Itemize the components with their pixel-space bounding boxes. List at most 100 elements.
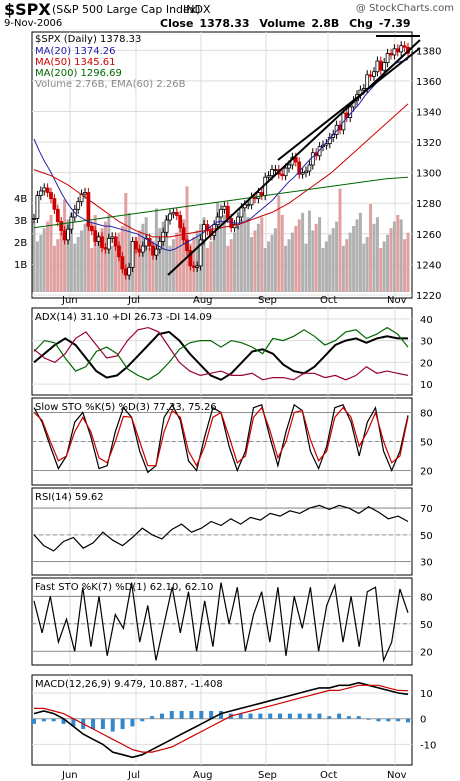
price-candle-body bbox=[195, 265, 200, 268]
volume-bar bbox=[63, 199, 67, 292]
legend-entry: MA(200) 1296.69 bbox=[35, 68, 122, 79]
price-candle-body bbox=[399, 45, 404, 53]
price-candle-body bbox=[365, 74, 370, 89]
volume-bar bbox=[280, 215, 284, 292]
price-candle-body bbox=[402, 45, 407, 48]
volume-bar bbox=[301, 212, 305, 292]
x-tick-label: Jul bbox=[127, 295, 140, 306]
volume-bar bbox=[379, 248, 383, 292]
volume-bar bbox=[158, 228, 162, 292]
volume-bar bbox=[290, 232, 294, 292]
volume-bar bbox=[209, 241, 213, 292]
macd-line bbox=[33, 681, 409, 759]
y-tick-label: 20 bbox=[420, 467, 433, 478]
price-candle-body bbox=[140, 245, 145, 253]
price-candle-body bbox=[239, 207, 244, 218]
panel-title: Slow STO %K(5) %D(3) 77.33, 75.26 bbox=[35, 402, 217, 413]
macd-histogram-bar bbox=[396, 718, 401, 722]
price-candle-body bbox=[32, 218, 36, 220]
y-tick-label: 20 bbox=[420, 647, 433, 658]
price-candle-body bbox=[117, 245, 121, 258]
x-tick-label: Sep bbox=[258, 770, 277, 781]
volume-bar bbox=[399, 219, 403, 292]
volume-bar bbox=[100, 228, 104, 292]
panel-frame bbox=[31, 487, 413, 576]
price-candle-body bbox=[144, 237, 149, 247]
price-candle-body bbox=[178, 215, 183, 229]
volume-bar bbox=[182, 219, 186, 292]
volume-bar bbox=[202, 217, 206, 292]
price-candle-body bbox=[52, 198, 57, 210]
volume-bar bbox=[83, 223, 87, 292]
date-label: 9-Nov-2006 bbox=[4, 18, 63, 29]
panel-title: MACD(12,26,9) 9.479, 10.887, -1.408 bbox=[35, 679, 223, 690]
price-candle-body bbox=[256, 192, 261, 200]
macd-histogram-bar bbox=[110, 718, 115, 732]
volume-bar bbox=[93, 215, 97, 292]
macd-histogram-bar bbox=[317, 713, 322, 719]
macd-histogram-bar bbox=[238, 713, 243, 719]
volume-bar bbox=[212, 234, 216, 292]
y-tick-label: 1280 bbox=[416, 199, 441, 210]
y-tick-label: 1360 bbox=[416, 77, 441, 88]
price-candle-body bbox=[55, 208, 60, 222]
price-candle-body bbox=[123, 268, 128, 276]
price-candle-body bbox=[222, 205, 227, 210]
volume-bar bbox=[386, 234, 390, 292]
volume-bar bbox=[403, 239, 407, 292]
volume-bar bbox=[250, 237, 254, 292]
chg-label: Chg bbox=[349, 17, 373, 30]
volume-bar bbox=[141, 223, 145, 292]
trendline bbox=[277, 47, 421, 161]
volume-bar bbox=[389, 228, 393, 292]
symbol-title: $SPX bbox=[4, 0, 51, 19]
y-tick-label: 20 bbox=[420, 358, 433, 369]
brand-link[interactable]: @ StockCharts.com bbox=[355, 3, 454, 14]
y-tick-label: 70 bbox=[420, 504, 433, 515]
volume-bar bbox=[358, 212, 362, 292]
volume-bar bbox=[239, 219, 243, 292]
volume-bar bbox=[148, 248, 152, 292]
y-tick-label: 10 bbox=[420, 689, 433, 700]
volume-bar bbox=[277, 195, 281, 292]
panel-title: Fast STO %K(7) %D(1) 62.10, 62.10 bbox=[35, 582, 213, 593]
macd-histogram-bar bbox=[169, 711, 174, 719]
price-candle-body bbox=[304, 170, 308, 174]
volume-bar bbox=[369, 204, 373, 292]
volume-bar bbox=[348, 232, 352, 292]
volume-bar bbox=[97, 234, 101, 292]
price-candle-body bbox=[259, 192, 264, 196]
volume-bar bbox=[406, 232, 410, 292]
moving-average-line bbox=[33, 176, 409, 229]
macd-histogram-bar bbox=[120, 718, 125, 729]
volume-bar bbox=[175, 232, 179, 292]
y-tick-label: 30 bbox=[420, 337, 433, 348]
volume-bar bbox=[341, 245, 345, 292]
volume-bar bbox=[243, 212, 247, 292]
price-candle-body bbox=[378, 60, 383, 71]
volume-bar bbox=[49, 215, 53, 292]
volume-bar bbox=[103, 221, 107, 292]
price-candle-body bbox=[110, 236, 115, 239]
volume-bar bbox=[294, 226, 298, 292]
macd-histogram-bar bbox=[327, 716, 332, 719]
price-candle-body bbox=[59, 221, 64, 232]
y-tick-label: 50 bbox=[420, 620, 433, 631]
volume-bar bbox=[270, 234, 274, 292]
volume-bar bbox=[205, 248, 209, 292]
macd-histogram-bar bbox=[199, 711, 204, 719]
y-tick-label: 50 bbox=[420, 438, 433, 449]
volume-bar bbox=[39, 234, 43, 292]
price-candle-body bbox=[310, 152, 315, 166]
volume-bar bbox=[287, 239, 291, 292]
volume-bar bbox=[335, 221, 339, 292]
price-candle-body bbox=[130, 241, 135, 268]
volume-bar bbox=[273, 228, 277, 292]
volume-bar bbox=[56, 239, 60, 292]
macd-histogram-bar bbox=[406, 718, 410, 723]
volume-bar bbox=[297, 219, 301, 292]
x-tick-label: Sep bbox=[258, 295, 277, 306]
y-tick-label: 1320 bbox=[416, 138, 441, 149]
macd-histogram-bar bbox=[130, 718, 135, 727]
